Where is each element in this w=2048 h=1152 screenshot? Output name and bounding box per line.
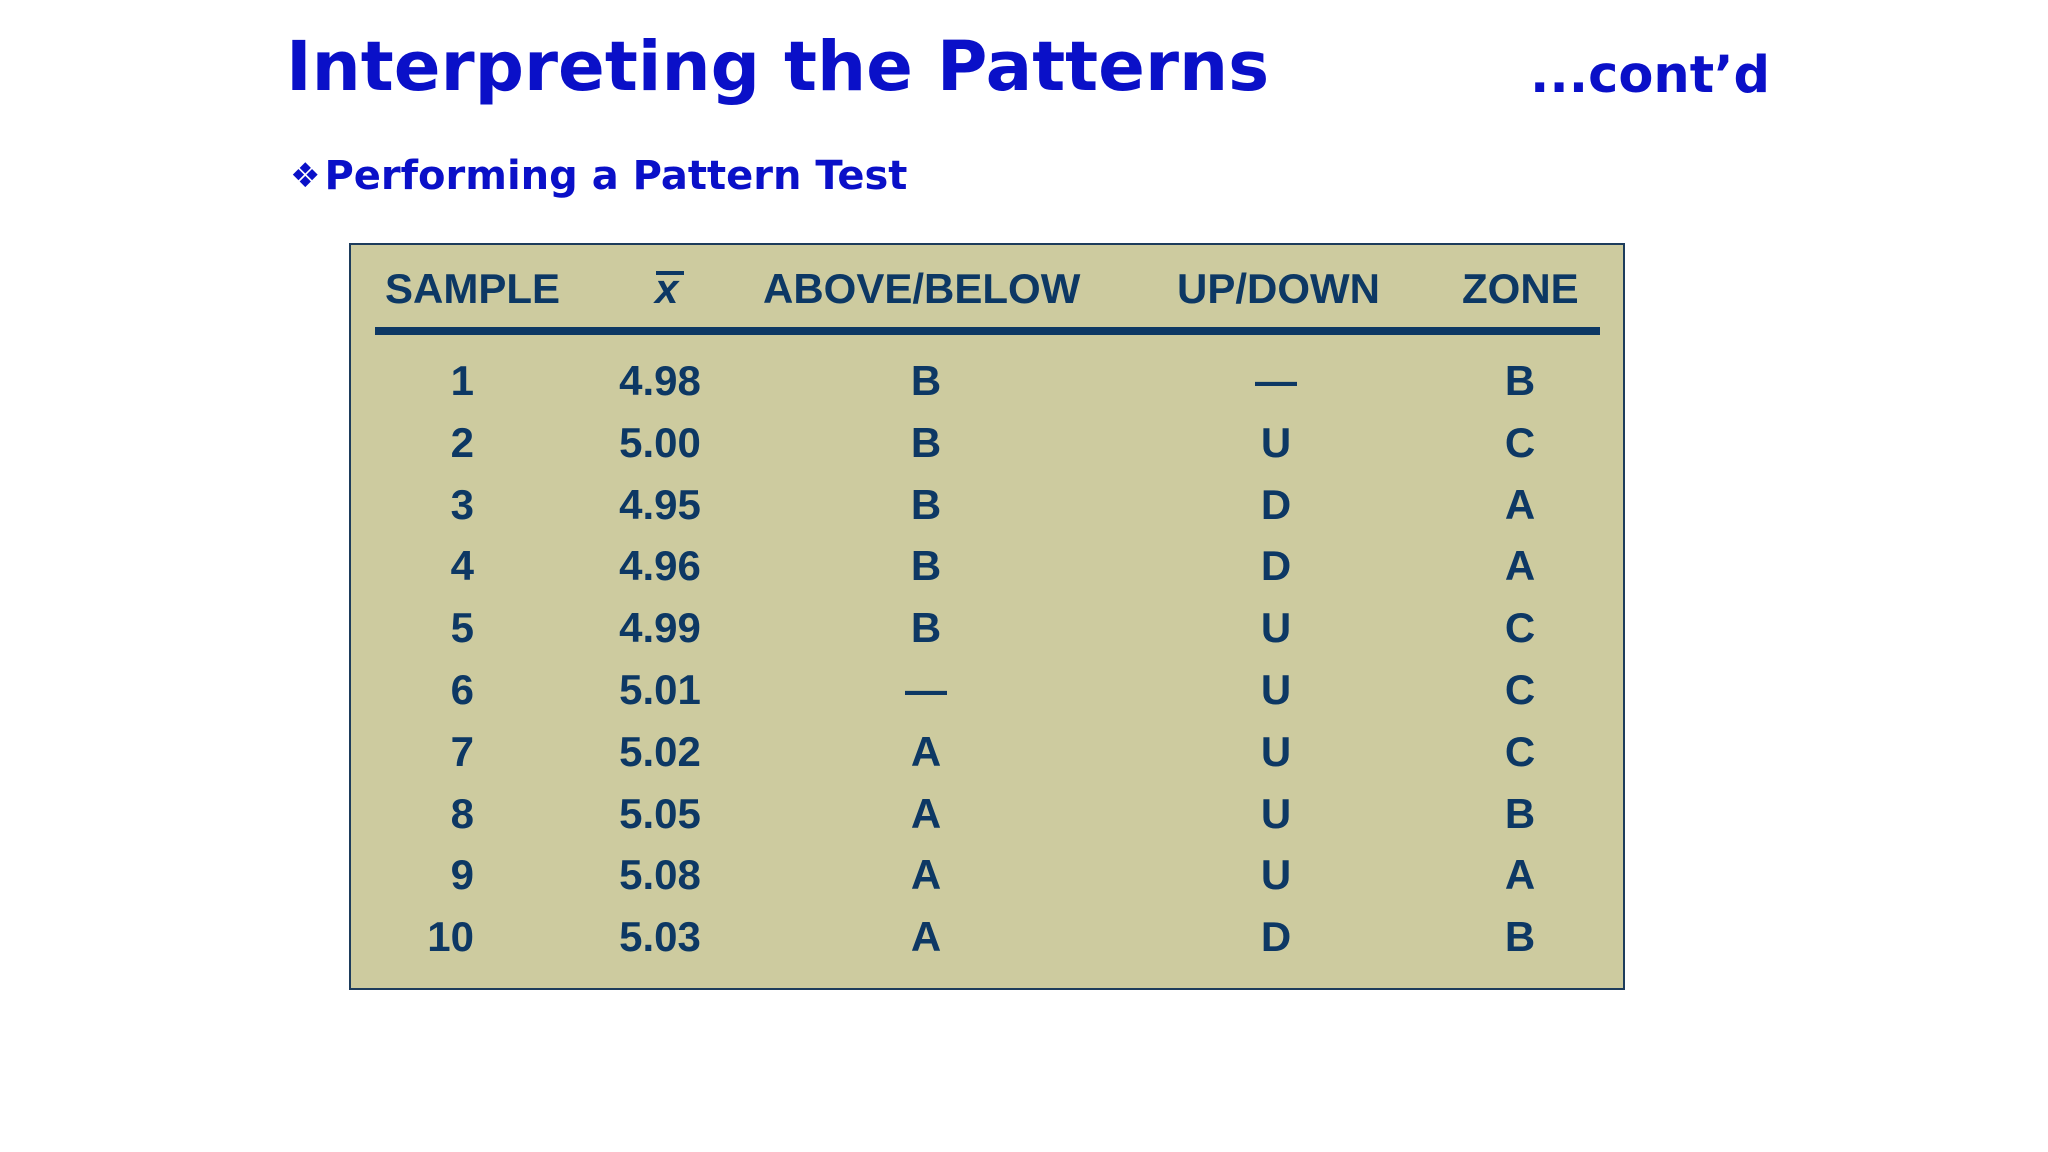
- cell-up-down: U: [1260, 851, 1292, 898]
- cell-zone: B: [1504, 357, 1536, 404]
- cell-sample: 3: [450, 481, 474, 528]
- header-xbar: x: [655, 265, 679, 312]
- cell-xbar: 5.03: [619, 913, 701, 960]
- cell-xbar: 4.96: [619, 542, 701, 589]
- cell-xbar: 5.02: [619, 728, 701, 775]
- cell-zone: C: [1504, 604, 1536, 651]
- cell-up-down: U: [1260, 604, 1292, 651]
- header-up-down: UP/DOWN: [1177, 265, 1380, 312]
- cell-zone: C: [1504, 419, 1536, 466]
- cell-xbar: 5.00: [619, 419, 701, 466]
- header-rule: [375, 327, 1600, 335]
- xbar-overline: [656, 271, 684, 275]
- cell-up-down: —: [1255, 357, 1297, 404]
- cell-xbar: 4.99: [619, 604, 701, 651]
- header-sample: SAMPLE: [385, 265, 561, 312]
- cell-sample: 1: [450, 357, 474, 404]
- cell-sample: 10: [427, 913, 474, 960]
- cell-above-below: A: [910, 913, 942, 960]
- cell-above-below: A: [910, 728, 942, 775]
- cell-zone: A: [1504, 542, 1536, 589]
- cell-above-below: A: [910, 790, 942, 837]
- cell-xbar: 5.01: [619, 666, 701, 713]
- cell-above-below: —: [905, 666, 947, 713]
- cell-zone: C: [1504, 666, 1536, 713]
- pattern-test-table: [349, 243, 1625, 990]
- slide-title: Interpreting the Patterns: [286, 27, 1270, 107]
- cell-zone: A: [1504, 481, 1536, 528]
- cell-zone: A: [1504, 851, 1536, 898]
- cell-sample: 7: [450, 728, 474, 775]
- cell-xbar: 5.08: [619, 851, 701, 898]
- cell-sample: 2: [450, 419, 474, 466]
- diamond-bullet-icon: ❖: [290, 156, 321, 196]
- cell-xbar: 4.95: [619, 481, 701, 528]
- cell-above-below: B: [910, 542, 942, 589]
- cell-xbar: 4.98: [619, 357, 701, 404]
- cell-up-down: U: [1260, 728, 1292, 775]
- cell-sample: 5: [450, 604, 474, 651]
- bullet-text: Performing a Pattern Test: [324, 153, 908, 199]
- cell-sample: 8: [450, 790, 474, 837]
- bullet-item: ❖ Performing a Pattern Test: [290, 152, 907, 200]
- cell-sample: 9: [450, 851, 474, 898]
- cell-up-down: D: [1260, 913, 1292, 960]
- header-above-below: ABOVE/BELOW: [763, 265, 1081, 312]
- cell-above-below: B: [910, 419, 942, 466]
- cell-up-down: D: [1260, 481, 1292, 528]
- cell-above-below: B: [910, 604, 942, 651]
- header-zone: ZONE: [1462, 265, 1579, 312]
- cell-zone: C: [1504, 728, 1536, 775]
- cell-up-down: U: [1260, 666, 1292, 713]
- cell-zone: B: [1504, 913, 1536, 960]
- cell-up-down: U: [1260, 419, 1292, 466]
- cell-up-down: D: [1260, 542, 1292, 589]
- continued-label: ...cont’d: [1530, 46, 1770, 105]
- cell-above-below: B: [910, 357, 942, 404]
- cell-above-below: A: [910, 851, 942, 898]
- cell-sample: 4: [450, 542, 474, 589]
- cell-zone: B: [1504, 790, 1536, 837]
- cell-up-down: U: [1260, 790, 1292, 837]
- cell-above-below: B: [910, 481, 942, 528]
- cell-xbar: 5.05: [619, 790, 701, 837]
- cell-sample: 6: [450, 666, 474, 713]
